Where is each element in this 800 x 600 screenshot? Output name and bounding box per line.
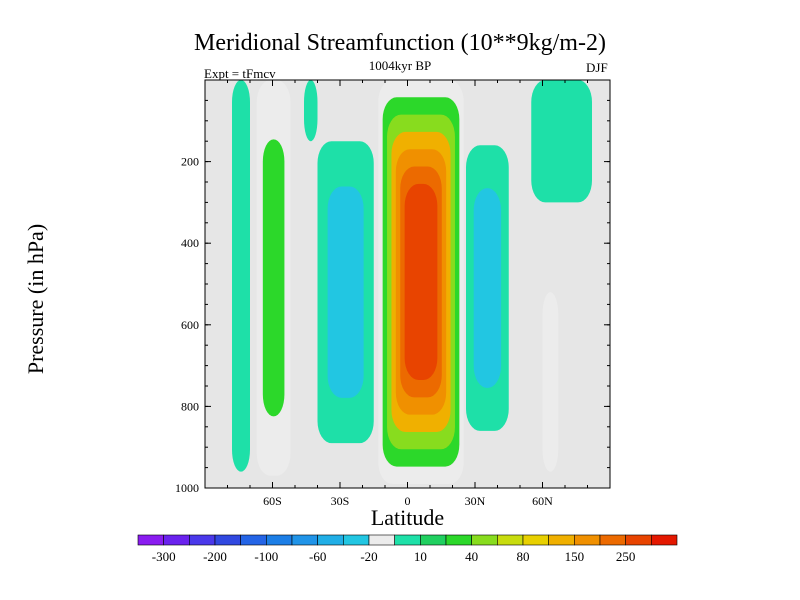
colorbar-swatch <box>317 534 344 546</box>
colorbar-swatch <box>522 534 549 546</box>
contour-band-0-0 <box>232 80 250 472</box>
colorbar-swatch <box>651 534 678 546</box>
contour-band-2-0 <box>304 80 318 142</box>
y-axis-label: Pressure (in hPa) <box>23 223 48 375</box>
colorbar: -300 -200 -100 -60 -20 10 40 80 150 250 <box>137 534 678 564</box>
y-tick-label: 1000 <box>175 481 199 495</box>
colorbar-swatch <box>599 534 626 546</box>
colorbar-label: 250 <box>616 549 636 564</box>
contour-band-5-1 <box>473 188 502 389</box>
contour-band-3-1 <box>327 186 364 398</box>
colorbar-swatch <box>497 534 524 546</box>
colorbar-swatch <box>214 534 241 546</box>
colorbar-swatch <box>189 534 216 546</box>
colorbar-label: 40 <box>465 549 478 564</box>
colorbar-swatch <box>368 534 395 546</box>
colorbar-swatch <box>574 534 601 546</box>
colorbar-swatch <box>420 534 447 546</box>
colorbar-swatch <box>394 534 421 546</box>
colorbar-swatch <box>291 534 318 546</box>
colorbar-label: 10 <box>414 549 427 564</box>
colorbar-swatch <box>266 534 293 546</box>
contour-band-4-6 <box>404 183 438 381</box>
colorbar-swatch <box>240 534 267 546</box>
axes: 60S 30S 0 30N 60N 200 400 600 800 1000 <box>175 79 611 508</box>
colorbar-label: -100 <box>254 549 278 564</box>
colorbar-swatch <box>137 534 164 546</box>
colorbar-swatch <box>625 534 652 546</box>
x-tick-label: 30S <box>331 494 350 508</box>
colorbar-label: 150 <box>565 549 585 564</box>
contour-band-1-1 <box>262 139 285 417</box>
y-tick-label: 800 <box>181 399 199 413</box>
colorbar-swatch <box>343 534 370 546</box>
colorbar-swatch <box>548 534 575 546</box>
y-tick-label: 600 <box>181 318 199 332</box>
colorbar-label: 80 <box>517 549 530 564</box>
chart-title: Meridional Streamfunction (10**9kg/m-2) <box>194 30 606 56</box>
colorbar-swatch <box>471 534 498 546</box>
x-tick-label: 0 <box>405 494 411 508</box>
x-tick-label: 60S <box>263 494 282 508</box>
colorbar-label: -300 <box>152 549 176 564</box>
colorbar-label: -200 <box>203 549 227 564</box>
x-axis-label: Latitude <box>370 505 445 530</box>
x-tick-label: 60N <box>532 494 553 508</box>
contour-band-6-0 <box>542 292 559 472</box>
y-tick-label: 400 <box>181 236 199 250</box>
colorbar-label: -20 <box>360 549 377 564</box>
plot-area <box>205 80 610 488</box>
chart-subtitle: 1004kyr BP <box>368 58 432 73</box>
experiment-note: Expt = tFmcv <box>204 66 276 81</box>
x-tick-label: 30N <box>465 494 486 508</box>
colorbar-swatch <box>445 534 472 546</box>
y-tick-label: 200 <box>181 155 199 169</box>
contour-band-7-0 <box>531 80 592 203</box>
colorbar-swatch <box>163 534 190 546</box>
season-note: DJF <box>586 60 608 75</box>
colorbar-label: -60 <box>309 549 326 564</box>
